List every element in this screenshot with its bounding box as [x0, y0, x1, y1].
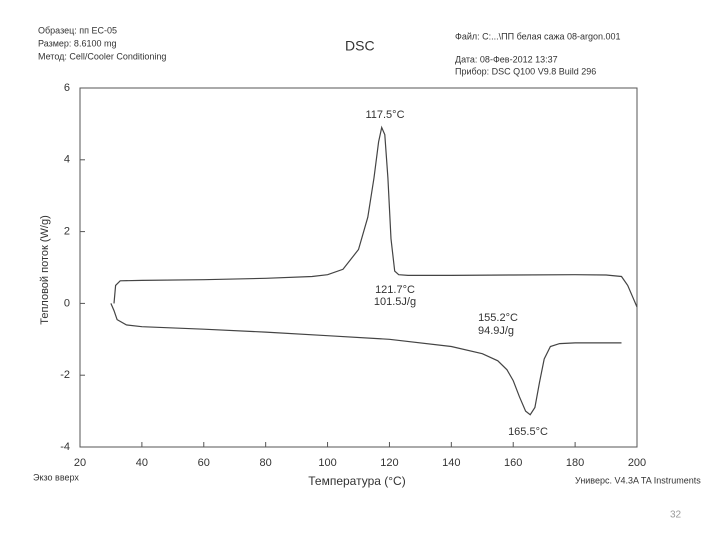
annotation: 117.5°C [365, 109, 404, 121]
y-tick-label: 0 [64, 297, 70, 309]
annotation: 155.2°C [478, 312, 518, 324]
header-left: Метод: Cell/Cooler Conditioning [38, 51, 166, 61]
y-tick-label: 4 [64, 154, 70, 166]
y-tick-label: -4 [60, 441, 70, 453]
y-tick-label: 6 [64, 82, 70, 94]
annotation: 94.9J/g [478, 325, 514, 337]
x-tick-label: 200 [628, 457, 646, 469]
x-axis-label: Температура (°C) [308, 474, 405, 488]
header-left: Образец: пп ЕС-05 [38, 25, 117, 35]
x-tick-label: 40 [136, 457, 148, 469]
x-tick-label: 160 [504, 457, 522, 469]
header-right: Дата: 08-Фев-2012 13:37 [455, 54, 558, 64]
data-line [113, 125, 638, 308]
annotation: 101.5J/g [374, 296, 416, 308]
x-tick-label: 60 [198, 457, 210, 469]
software-note: Универс. V4.3A TA Instruments [575, 475, 701, 485]
y-axis-label: Тепловой поток (W/g) [39, 215, 51, 325]
annotation: 121.7°C [375, 284, 415, 296]
y-tick-label: 2 [64, 226, 70, 238]
exo-note: Экзо вверх [33, 472, 79, 482]
x-tick-label: 180 [566, 457, 584, 469]
data-line [110, 303, 622, 416]
annotation: 165.5°C [508, 426, 548, 438]
x-tick-label: 20 [74, 457, 86, 469]
x-tick-label: 140 [442, 457, 460, 469]
chart-title: DSC [345, 38, 375, 54]
page-number: 32 [670, 510, 682, 521]
plot-frame [79, 87, 638, 448]
x-tick-label: 80 [260, 457, 272, 469]
x-tick-label: 100 [318, 457, 336, 469]
x-tick-label: 120 [380, 457, 398, 469]
header-right: Файл: C:...\ПП белая сажа 08-argon.001 [455, 31, 621, 41]
header-right: Прибор: DSC Q100 V9.8 Build 296 [455, 66, 596, 76]
y-tick-label: -2 [60, 369, 70, 381]
header-left: Размер: 8.6100 mg [38, 38, 116, 48]
